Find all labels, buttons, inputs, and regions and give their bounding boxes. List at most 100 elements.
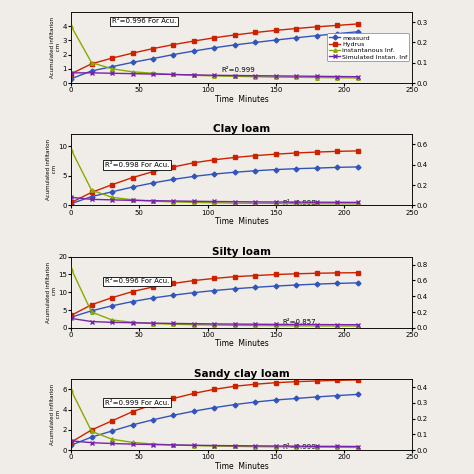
Simulated Instan. Inf <box>293 443 299 449</box>
Text: R²=0.999 For Acu.: R²=0.999 For Acu. <box>105 400 170 406</box>
measurd <box>171 52 176 57</box>
Hydrus <box>89 190 94 195</box>
Hydrus <box>191 391 197 396</box>
Hydrus <box>273 272 279 277</box>
instantanous Inf. <box>171 442 176 448</box>
Hydrus <box>130 409 136 414</box>
measurd <box>171 292 176 298</box>
instantanous Inf. <box>68 387 74 393</box>
measurd <box>253 40 258 46</box>
Hydrus <box>109 418 115 424</box>
instantanous Inf. <box>293 323 299 328</box>
Simulated Instan. Inf <box>293 199 299 205</box>
measurd <box>293 396 299 401</box>
Simulated Instan. Inf <box>109 319 115 325</box>
Simulated Instan. Inf <box>211 321 217 327</box>
instantanous Inf. <box>109 194 115 200</box>
Hydrus <box>232 383 238 389</box>
Hydrus <box>191 278 197 283</box>
instantanous Inf. <box>335 75 340 81</box>
Simulated Instan. Inf <box>232 199 238 205</box>
Simulated Instan. Inf <box>211 73 217 78</box>
Simulated Instan. Inf <box>314 322 319 328</box>
instantanous Inf. <box>232 322 238 328</box>
instantanous Inf. <box>191 200 197 205</box>
Y-axis label: Acumulated infiltarion
 cm: Acumulated infiltarion cm <box>50 384 61 445</box>
measurd <box>211 288 217 293</box>
measurd <box>232 401 238 407</box>
measurd <box>171 176 176 182</box>
instantanous Inf. <box>89 428 94 434</box>
Simulated Instan. Inf <box>171 72 176 77</box>
instantanous Inf. <box>109 437 115 442</box>
Hydrus <box>335 23 340 28</box>
Line: instantanous Inf.: instantanous Inf. <box>69 148 359 206</box>
measurd <box>211 405 217 410</box>
Hydrus <box>273 27 279 33</box>
Text: R²=0.857: R²=0.857 <box>283 319 316 325</box>
measurd <box>355 29 361 35</box>
measurd <box>109 303 115 309</box>
Hydrus <box>109 295 115 301</box>
Text: R²=0.999: R²=0.999 <box>221 67 255 73</box>
instantanous Inf. <box>335 323 340 329</box>
instantanous Inf. <box>232 201 238 206</box>
measurd <box>109 64 115 70</box>
Hydrus <box>130 175 136 181</box>
Simulated Instan. Inf <box>232 443 238 448</box>
Simulated Instan. Inf <box>355 200 361 205</box>
measurd <box>191 408 197 414</box>
Hydrus <box>253 153 258 158</box>
Simulated Instan. Inf <box>232 73 238 78</box>
measurd <box>314 33 319 38</box>
measurd <box>68 76 74 82</box>
Hydrus <box>89 427 94 433</box>
Simulated Instan. Inf <box>171 442 176 448</box>
instantanous Inf. <box>253 74 258 80</box>
measurd <box>355 164 361 170</box>
measurd <box>68 442 74 448</box>
measurd <box>293 166 299 172</box>
X-axis label: Time  Minutes: Time Minutes <box>215 339 269 348</box>
Simulated Instan. Inf <box>253 73 258 79</box>
Hydrus <box>232 155 238 160</box>
Hydrus <box>335 148 340 154</box>
Simulated Instan. Inf <box>253 443 258 449</box>
Line: measurd: measurd <box>69 30 359 81</box>
Text: R²=0.998: R²=0.998 <box>283 200 317 206</box>
measurd <box>335 393 340 399</box>
Simulated Instan. Inf <box>293 73 299 79</box>
instantanous Inf. <box>273 201 279 206</box>
Title: Silty loam: Silty loam <box>212 246 271 256</box>
measurd <box>335 31 340 36</box>
Simulated Instan. Inf <box>89 319 94 324</box>
Line: Simulated Instan. Inf: Simulated Instan. Inf <box>69 317 359 327</box>
instantanous Inf. <box>355 323 361 329</box>
Hydrus <box>68 200 74 205</box>
Hydrus <box>253 382 258 387</box>
measurd <box>89 308 94 314</box>
Hydrus <box>253 30 258 36</box>
Simulated Instan. Inf <box>130 198 136 203</box>
instantanous Inf. <box>211 73 217 79</box>
instantanous Inf. <box>171 199 176 205</box>
instantanous Inf. <box>130 439 136 445</box>
instantanous Inf. <box>355 201 361 207</box>
measurd <box>89 68 94 74</box>
Text: R²=0.999: R²=0.999 <box>283 444 317 450</box>
instantanous Inf. <box>191 322 197 328</box>
instantanous Inf. <box>68 146 74 152</box>
Legend: measurd, Hydrus, instantanous Inf., Simulated Instan. Inf: measurd, Hydrus, instantanous Inf., Simu… <box>327 33 409 62</box>
Simulated Instan. Inf <box>150 71 156 77</box>
measurd <box>314 281 319 287</box>
X-axis label: Time  Minutes: Time Minutes <box>215 95 269 104</box>
instantanous Inf. <box>211 322 217 328</box>
instantanous Inf. <box>89 187 94 193</box>
Simulated Instan. Inf <box>314 444 319 449</box>
Simulated Instan. Inf <box>355 322 361 328</box>
instantanous Inf. <box>253 444 258 449</box>
instantanous Inf. <box>293 444 299 450</box>
Simulated Instan. Inf <box>335 322 340 328</box>
Hydrus <box>89 302 94 308</box>
Hydrus <box>232 32 238 38</box>
